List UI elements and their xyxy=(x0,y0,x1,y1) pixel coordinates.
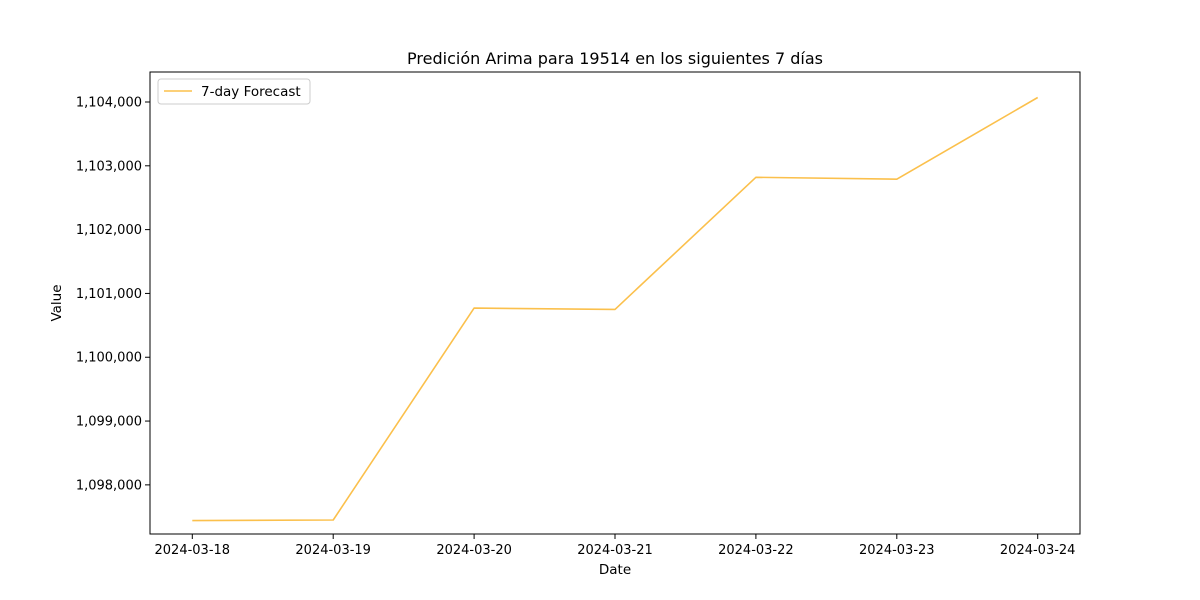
y-tick-label: 1,101,000 xyxy=(76,287,142,302)
legend: 7-day Forecast xyxy=(157,78,311,105)
y-tick-label: 1,099,000 xyxy=(76,415,142,430)
x-tick-label: 2024-03-18 xyxy=(155,543,231,558)
y-axis-title: Value xyxy=(49,284,65,321)
y-tick-label: 1,103,000 xyxy=(76,159,142,174)
x-tick-label: 2024-03-24 xyxy=(1000,543,1076,558)
y-axis-ticks: 1,098,000 1,099,000 1,100,000 1,101,000 1,10… xyxy=(76,95,150,493)
y-tick-label: 1,102,000 xyxy=(76,223,142,238)
x-tick-label: 2024-03-21 xyxy=(577,543,653,558)
y-tick-label: 1,100,000 xyxy=(76,351,142,366)
y-tick-label: 1,098,000 xyxy=(76,478,142,493)
x-tick-label: 2024-03-20 xyxy=(436,543,512,558)
legend-label: 7-day Forecast xyxy=(201,84,301,100)
x-tick-label: 2024-03-22 xyxy=(718,543,794,558)
x-axis-title: Date xyxy=(599,562,631,578)
y-tick-label: 1,104,000 xyxy=(76,95,142,110)
x-tick-label: 2024-03-23 xyxy=(859,543,935,558)
chart-title: Predición Arima para 19514 en los siguie… xyxy=(407,49,823,68)
series-layer xyxy=(192,96,1039,522)
legend-box xyxy=(157,78,311,105)
x-tick-label: 2024-03-19 xyxy=(295,543,371,558)
plot-area-frame xyxy=(149,71,1081,535)
x-axis-ticks: 2024-03-18 2024-03-19 2024-03-20 2024-03-21… xyxy=(155,534,1076,558)
series-line-forecast xyxy=(192,96,1039,522)
